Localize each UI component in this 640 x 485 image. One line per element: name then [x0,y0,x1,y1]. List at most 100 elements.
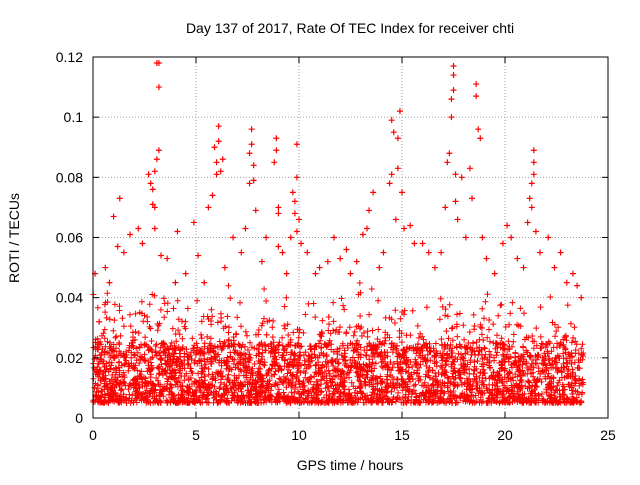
data-point [110,213,117,220]
data-point [201,279,208,286]
data-point [205,204,212,211]
data-point [293,141,300,148]
data-point [337,255,344,262]
data-point [182,270,189,277]
data-point [569,270,576,277]
data-point [458,174,465,181]
data-point [293,174,300,181]
data-point [289,189,296,196]
data-point [120,249,127,256]
data-point [450,72,457,79]
data-point [246,150,253,157]
data-point [532,228,539,235]
data-point [452,198,459,205]
data-point [149,186,156,193]
x-tick-label: 5 [192,427,200,443]
data-point [508,234,515,241]
data-point [157,252,164,259]
data-point [399,189,405,196]
data-point [504,222,511,229]
data-point [283,270,290,277]
data-point [524,219,531,226]
data-point [473,93,480,100]
data-point [217,168,224,175]
data-point [151,168,158,175]
data-point [149,201,156,208]
data-point [151,225,158,232]
y-tick-label: 0.12 [56,49,83,65]
x-tick-label: 0 [89,427,97,443]
data-point [248,126,255,133]
data-point [466,165,473,172]
data-point [499,240,506,247]
data-point [106,279,113,286]
data-point [370,189,377,196]
y-tick-label: 0.04 [56,290,83,306]
y-tick-label: 0.08 [56,169,83,185]
data-point [155,60,162,67]
data-point [242,225,249,232]
data-point [473,81,480,88]
data-point [469,195,476,202]
data-point [530,159,537,166]
data-point [401,225,408,232]
x-tick-label: 20 [497,427,513,443]
data-point [155,84,162,91]
data-point [275,204,282,211]
data-point [386,180,393,187]
data-point [454,216,461,223]
data-point [557,249,564,256]
data-point [578,294,585,301]
data-point [248,141,255,148]
data-point [304,249,311,256]
data-point [419,240,426,247]
data-point [526,195,533,202]
data-point [530,171,537,178]
data-point [279,249,286,256]
data-point [271,159,278,166]
data-point [246,180,253,187]
data-point [316,264,323,271]
data-point [366,207,373,214]
data-point [396,108,403,115]
y-tick-label: 0.06 [56,230,83,246]
data-point [388,171,395,178]
data-point [291,198,298,205]
dense-point-band [90,280,587,406]
data-point [195,252,202,259]
data-point [442,204,449,211]
data-point [411,240,418,247]
data-point [155,147,162,154]
data-point [147,180,154,187]
data-point [190,219,197,226]
data-point [153,156,160,163]
data-point [174,228,181,235]
data-point [293,228,300,235]
data-point [238,249,245,256]
data-point [96,318,103,325]
data-point [273,147,280,154]
data-point [444,159,451,166]
data-point [250,177,257,184]
data-point [450,63,457,70]
data-point [116,195,123,202]
data-point [390,129,397,136]
data-points [92,60,585,325]
data-point [446,150,453,157]
data-point [172,279,179,286]
data-point [448,96,455,103]
data-point [394,135,401,142]
plot-frame [92,56,609,419]
data-point [438,249,445,256]
data-point [479,234,486,241]
data-point [448,114,455,121]
data-point [514,255,521,262]
data-point [209,192,216,199]
data-point [151,204,158,211]
data-point [263,234,270,241]
data-point [425,249,432,256]
data-point [114,243,121,250]
data-point [250,162,257,169]
data-point [145,171,152,178]
